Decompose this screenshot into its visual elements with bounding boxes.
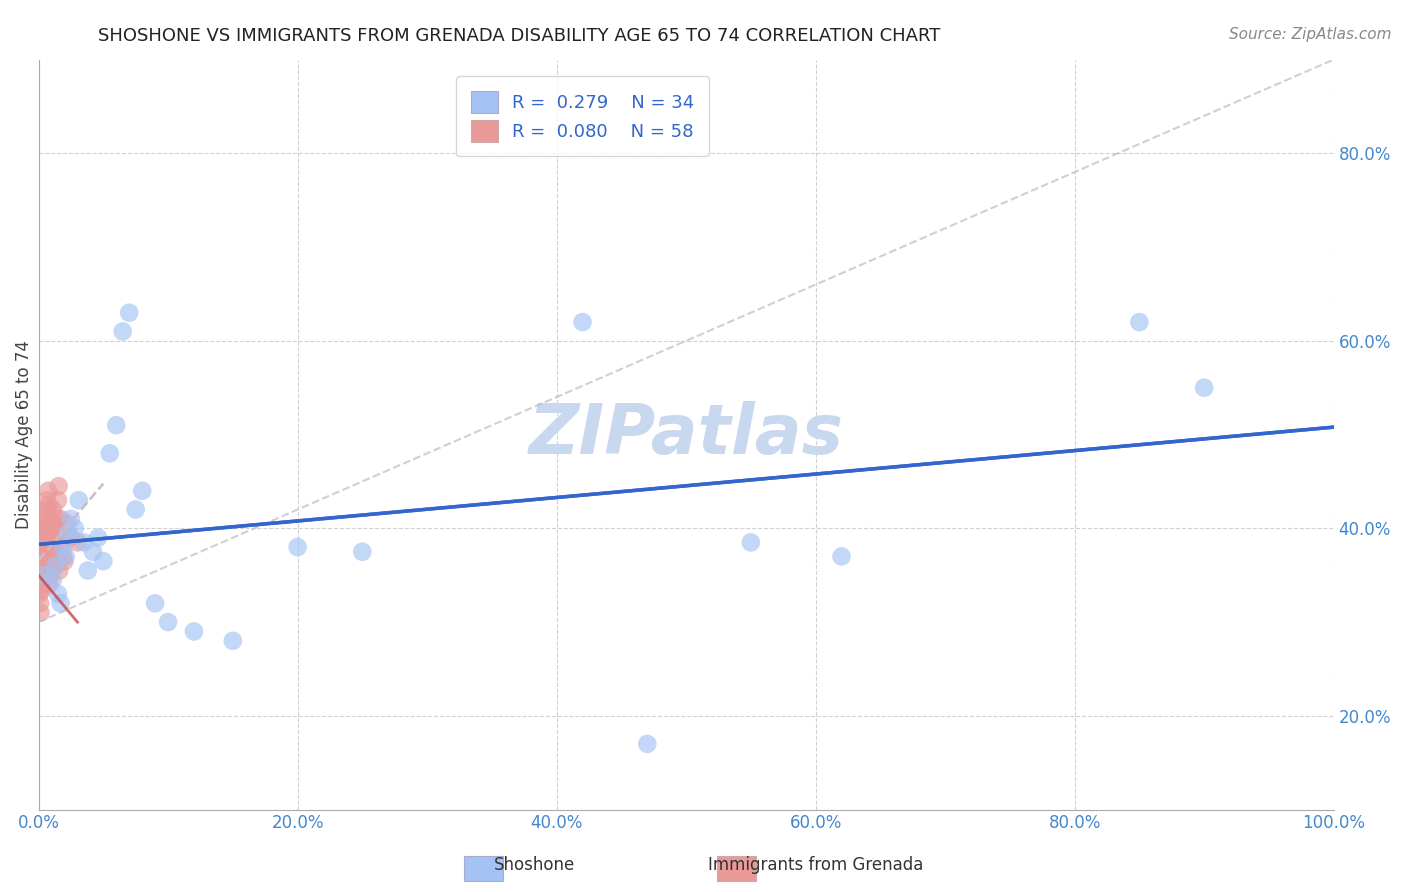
Point — [91, 554, 114, 568]
Point — [34, 512, 56, 526]
Point — [38, 577, 60, 591]
Point — [37, 508, 59, 522]
Point — [157, 615, 180, 629]
Point — [131, 483, 153, 498]
Point — [87, 531, 110, 545]
Point — [59, 531, 82, 545]
Point — [42, 502, 65, 516]
Point — [63, 521, 86, 535]
Point — [59, 512, 82, 526]
Point — [31, 554, 53, 568]
Point — [111, 325, 134, 339]
Point — [222, 633, 245, 648]
Y-axis label: Disability Age 65 to 74: Disability Age 65 to 74 — [15, 340, 32, 529]
Point — [52, 540, 75, 554]
Point — [46, 526, 69, 541]
Point — [42, 545, 65, 559]
Point — [636, 737, 658, 751]
Text: Immigrants from Grenada: Immigrants from Grenada — [707, 855, 924, 873]
Point — [42, 573, 65, 587]
Point — [41, 516, 63, 531]
Point — [49, 596, 72, 610]
Point — [31, 582, 53, 597]
Point — [44, 558, 66, 573]
Point — [48, 564, 70, 578]
Point — [30, 564, 52, 578]
Point — [98, 446, 121, 460]
Point — [45, 512, 67, 526]
Point — [35, 493, 58, 508]
Point — [31, 577, 53, 591]
Point — [56, 516, 79, 531]
Point — [118, 306, 141, 320]
Point — [143, 596, 166, 610]
Legend: R =  0.279    N = 34, R =  0.080    N = 58: R = 0.279 N = 34, R = 0.080 N = 58 — [456, 76, 709, 156]
Point — [125, 502, 148, 516]
Point — [51, 535, 73, 549]
Point — [30, 596, 52, 610]
Point — [76, 564, 98, 578]
Point — [39, 568, 62, 582]
Text: ZIPatlas: ZIPatlas — [529, 401, 844, 468]
Point — [28, 568, 51, 582]
Point — [37, 545, 59, 559]
Point — [32, 568, 55, 582]
Point — [571, 315, 593, 329]
Point — [34, 549, 56, 564]
Point — [58, 526, 80, 541]
Point — [287, 540, 309, 554]
Text: Source: ZipAtlas.com: Source: ZipAtlas.com — [1229, 27, 1392, 42]
Point — [34, 526, 56, 541]
Point — [44, 535, 66, 549]
Point — [37, 531, 59, 545]
Point — [31, 540, 53, 554]
Point — [32, 549, 55, 564]
Point — [38, 498, 60, 512]
Point — [34, 521, 56, 535]
Point — [34, 502, 56, 516]
Text: SHOSHONE VS IMMIGRANTS FROM GRENADA DISABILITY AGE 65 TO 74 CORRELATION CHART: SHOSHONE VS IMMIGRANTS FROM GRENADA DISA… — [98, 27, 941, 45]
Point — [740, 535, 762, 549]
Point — [34, 568, 56, 582]
Point — [46, 493, 69, 508]
Point — [67, 493, 90, 508]
Point — [39, 554, 62, 568]
Point — [352, 545, 374, 559]
Point — [831, 549, 853, 564]
Point — [41, 531, 63, 545]
Point — [30, 606, 52, 620]
Point — [38, 564, 60, 578]
Point — [32, 535, 55, 549]
Point — [183, 624, 205, 639]
Point — [30, 558, 52, 573]
Text: Shoshone: Shoshone — [494, 855, 575, 873]
Point — [30, 545, 52, 559]
Point — [105, 418, 128, 433]
Point — [32, 531, 55, 545]
Point — [55, 549, 77, 564]
Point — [82, 545, 104, 559]
Point — [37, 483, 59, 498]
Point — [42, 516, 65, 531]
Point — [73, 535, 96, 549]
Point — [45, 549, 67, 564]
Point — [66, 535, 89, 549]
Point — [46, 587, 69, 601]
Point — [53, 554, 76, 568]
Point — [1192, 381, 1215, 395]
Point — [39, 526, 62, 541]
Point — [48, 479, 70, 493]
Point — [52, 549, 75, 564]
Point — [35, 540, 58, 554]
Point — [1128, 315, 1150, 329]
Point — [39, 540, 62, 554]
Point — [28, 573, 51, 587]
Point — [49, 512, 72, 526]
Point — [39, 549, 62, 564]
Point — [28, 587, 51, 601]
Point — [35, 558, 58, 573]
Point — [35, 516, 58, 531]
Point — [38, 535, 60, 549]
Point — [44, 558, 66, 573]
